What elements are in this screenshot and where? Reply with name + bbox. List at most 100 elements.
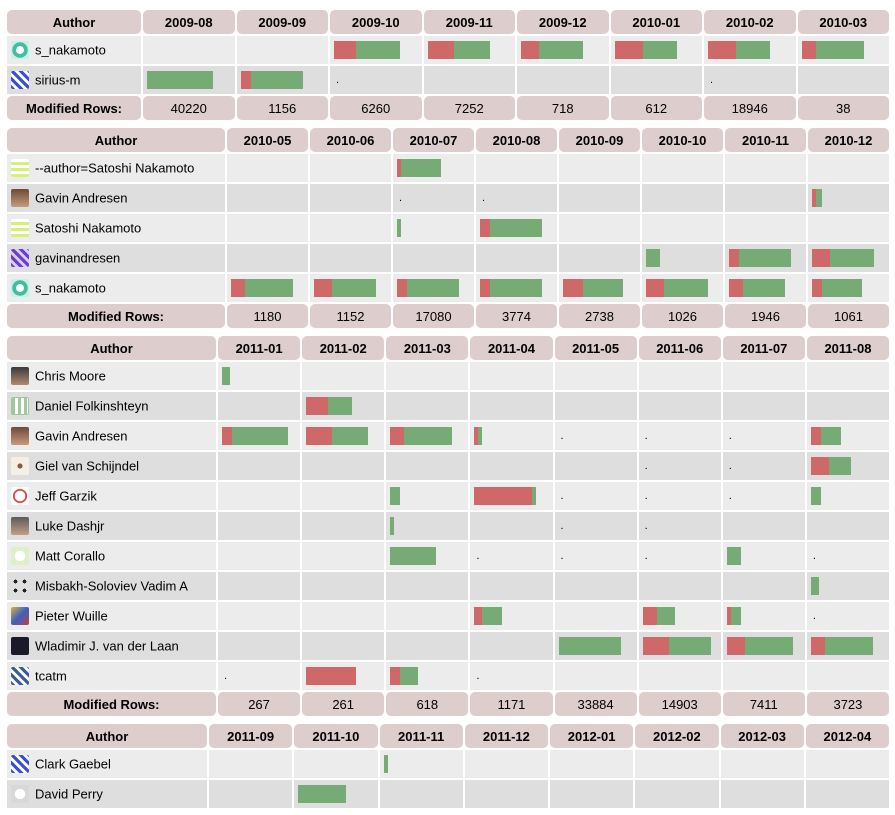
- month-cell: [386, 362, 469, 390]
- added-segment: [397, 219, 401, 237]
- added-segment: [730, 607, 741, 625]
- activity-dot: .: [728, 490, 732, 502]
- added-segment: [830, 249, 874, 267]
- month-cell: [470, 482, 553, 510]
- month-cell: [805, 750, 889, 778]
- activity-bar: [521, 41, 583, 59]
- month-cell: [808, 274, 889, 302]
- month-cell: [517, 36, 609, 64]
- activity-bar: [726, 547, 741, 565]
- month-cell: [302, 572, 385, 600]
- author-name: s_nakamoto: [35, 42, 106, 58]
- added-segment: [816, 189, 822, 207]
- author-name: Chris Moore: [35, 368, 106, 384]
- month-cell: [722, 632, 805, 660]
- month-cell: [386, 482, 469, 510]
- activity-dot: .: [728, 460, 732, 472]
- modified-rows-value: 1171: [470, 692, 553, 716]
- modified-rows-row: Modified Rows: 1180 1152 17080 3774 2738 1026 1…: [7, 304, 889, 328]
- author-row: Clark Gaebel: [7, 750, 889, 778]
- deleted-segment: [726, 607, 731, 625]
- modified-rows-value: 33884: [554, 692, 637, 716]
- added-segment: [478, 427, 483, 445]
- month-cell: [805, 780, 889, 808]
- activity-bar: [708, 41, 770, 59]
- month-cell: [722, 572, 805, 600]
- activity-bar: [222, 367, 230, 385]
- modified-rows-row: Modified Rows: 40220 1156 6260 7252 718 612 189…: [7, 96, 889, 120]
- added-segment: [232, 427, 288, 445]
- modified-rows-value: 1156: [236, 96, 328, 120]
- modified-rows-value: 38: [797, 96, 889, 120]
- author-row: tcatm..: [7, 662, 889, 690]
- activity-bar: [222, 427, 288, 445]
- month-cell: [379, 780, 463, 808]
- modified-rows-value: 7411: [722, 692, 805, 716]
- month-cell: [218, 542, 301, 570]
- deleted-segment: [314, 279, 332, 297]
- month-header: 2010-07: [393, 128, 474, 152]
- month-cell: [722, 392, 805, 420]
- month-cell: [386, 422, 469, 450]
- activity-bar: [397, 279, 459, 297]
- author-name: Misbakh-Soloviev Vadim A: [35, 578, 188, 594]
- month-cell: [806, 572, 889, 600]
- month-cell: [470, 512, 553, 540]
- month-cell: [379, 750, 463, 778]
- month-cell: [554, 572, 637, 600]
- month-cell: [808, 214, 889, 242]
- month-cell: [302, 362, 385, 390]
- author-row: Gavin Andresen..: [7, 184, 889, 212]
- month-cell: [722, 662, 805, 690]
- month-header: 2010-12: [808, 128, 889, 152]
- avatar-icon: [11, 159, 29, 177]
- month-cell: .: [722, 482, 805, 510]
- author-cell: Clark Gaebel: [7, 750, 207, 778]
- activity-bar: [810, 637, 873, 655]
- activity-bar: [397, 219, 401, 237]
- month-header: 2010-06: [310, 128, 391, 152]
- author-row: Luke Dashjr..: [7, 512, 889, 540]
- added-segment: [404, 427, 453, 445]
- added-segment: [453, 41, 490, 59]
- month-header: 2011-03: [386, 336, 469, 360]
- activity-dot: .: [728, 430, 732, 442]
- month-cell: [236, 66, 328, 94]
- month-cell: [302, 542, 385, 570]
- month-cell: [227, 274, 308, 302]
- month-cell: [227, 214, 308, 242]
- added-segment: [820, 427, 841, 445]
- month-cell: .: [393, 184, 474, 212]
- month-cell: [302, 662, 385, 690]
- author-row: Wladimir J. van der Laan: [7, 632, 889, 660]
- activity-bar: [563, 279, 623, 297]
- month-header: 2010-09: [559, 128, 640, 152]
- activity-bar: [646, 279, 708, 297]
- activity-bar: [480, 219, 542, 237]
- month-header: 2011-05: [554, 336, 637, 360]
- month-cell: [554, 362, 637, 390]
- author-cell: s_nakamoto: [7, 36, 141, 64]
- activity-bar: [810, 577, 819, 595]
- month-header: 2009-12: [517, 10, 609, 34]
- month-cell: [638, 602, 721, 630]
- activity-bar: [812, 189, 822, 207]
- author-name: tcatm: [35, 668, 67, 684]
- deleted-segment: [427, 41, 454, 59]
- month-cell: [218, 572, 301, 600]
- month-header: 2011-09: [209, 724, 293, 748]
- month-cell: .: [722, 452, 805, 480]
- modified-rows-value: 612: [610, 96, 702, 120]
- activity-dot: .: [224, 670, 228, 682]
- deleted-segment: [801, 41, 816, 59]
- author-column-header: Author: [7, 128, 225, 152]
- month-cell: [470, 572, 553, 600]
- month-cell: [638, 392, 721, 420]
- activity-bar: [314, 279, 376, 297]
- activity-bar: [306, 667, 357, 685]
- month-header: 2011-04: [470, 336, 553, 360]
- author-cell: Giel van Schijndel: [7, 452, 216, 480]
- added-segment: [815, 41, 864, 59]
- month-cell: [302, 422, 385, 450]
- month-cell: [393, 154, 474, 182]
